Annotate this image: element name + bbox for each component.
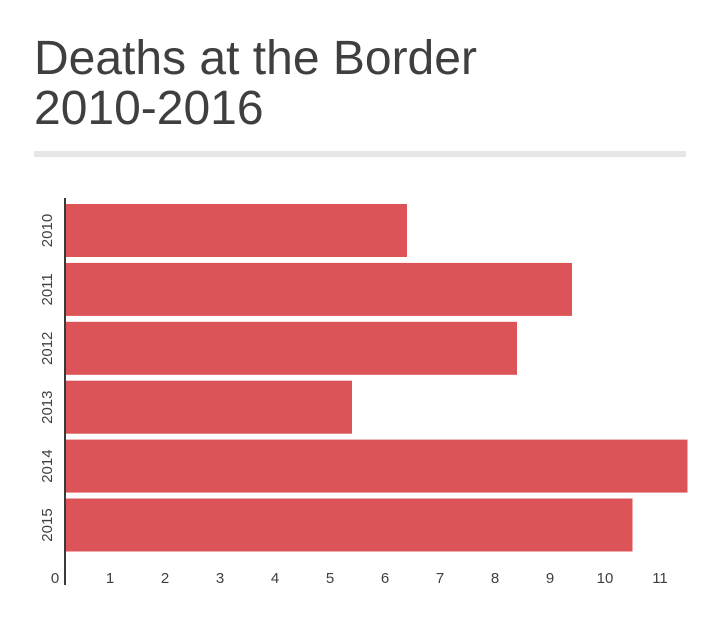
x-tick-label-1: 1 [106,570,114,587]
bar-2011 [66,262,572,316]
bar-2014 [66,439,688,493]
x-tick-label-2: 2 [161,570,169,587]
category-label-2012: 2012 [39,332,56,365]
bar-2013 [66,380,352,434]
title-divider [34,151,686,157]
x-tick-label-3: 3 [216,570,224,587]
x-tick-label-7: 7 [436,570,444,587]
x-tick-label-10: 10 [597,570,614,587]
category-label-2011: 2011 [39,273,56,305]
chart-title-line-1: Deaths at the Border [34,32,477,85]
chart-title-line-2: 2010-2016 [34,82,264,135]
x-tick-label-5: 5 [326,570,334,587]
bar-2012 [66,321,517,375]
category-label-2010: 2010 [39,214,56,247]
x-tick-label-0: 0 [51,570,59,587]
x-tick-label-11: 11 [652,570,668,587]
x-tick-label-9: 9 [546,570,554,587]
x-tick-label-8: 8 [491,570,499,587]
x-tick-label-6: 6 [381,570,389,587]
x-tick-label-4: 4 [271,570,279,587]
bar-2015 [66,498,633,552]
bar-2010 [66,204,407,257]
category-label-2013: 2013 [39,391,56,424]
category-label-2015: 2015 [39,508,56,541]
chart-title: Deaths at the Border 2010-2016 [34,34,477,134]
category-label-2014: 2014 [39,449,56,482]
